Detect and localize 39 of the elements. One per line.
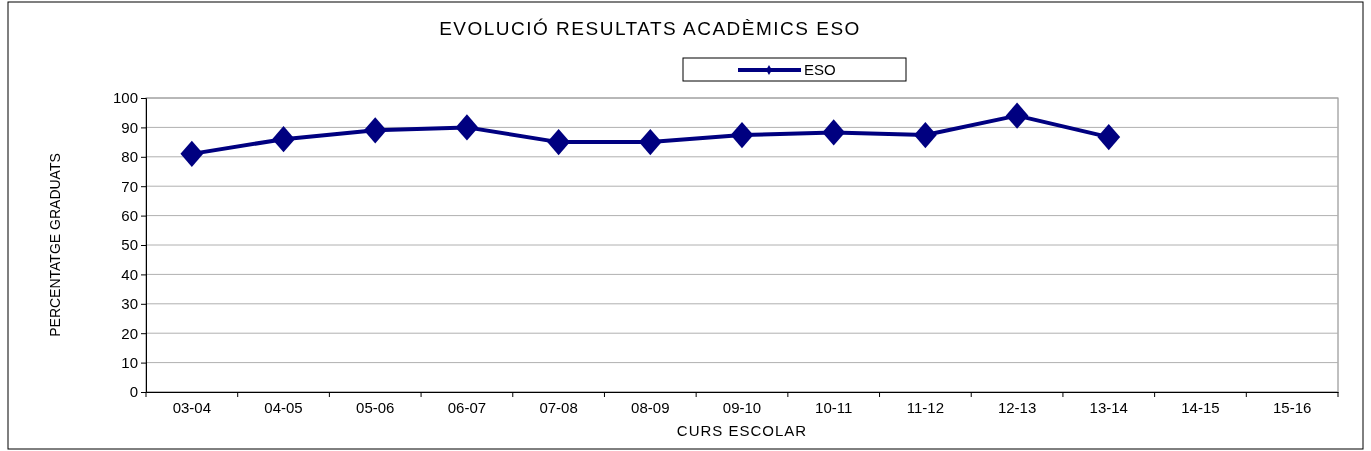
y-tick-label: 40 bbox=[121, 265, 138, 283]
point bbox=[1097, 123, 1121, 151]
x-tick-label: 06-07 bbox=[447, 398, 487, 416]
point bbox=[730, 121, 754, 149]
x-axis-title: CURS ESCOLAR bbox=[676, 422, 808, 439]
x-tick-label: 05-06 bbox=[356, 398, 395, 416]
point bbox=[363, 117, 387, 144]
point bbox=[913, 121, 937, 149]
y-tick-label: 90 bbox=[121, 118, 138, 136]
x-tick-label: 08-09 bbox=[631, 398, 670, 416]
y-tick-label: 50 bbox=[121, 236, 138, 254]
y-tick-label: 20 bbox=[121, 324, 138, 342]
y-tick-label: 60 bbox=[121, 206, 138, 224]
x-tick-label: 10-11 bbox=[815, 398, 853, 416]
point bbox=[547, 128, 571, 156]
x-tick-label: 11-12 bbox=[906, 398, 945, 416]
point bbox=[180, 140, 204, 168]
x-tick-label: 15-16 bbox=[1272, 398, 1312, 416]
y-tick-label: 10 bbox=[121, 353, 138, 371]
point bbox=[455, 114, 479, 141]
y-tick-label: 70 bbox=[121, 177, 138, 195]
x-tick-label: 12-13 bbox=[997, 398, 1037, 416]
point bbox=[638, 128, 662, 156]
chart-title: EVOLUCIÓ RESULTATS ACADÈMICS ESO bbox=[439, 18, 861, 39]
y-tick-label: 100 bbox=[112, 89, 138, 107]
point bbox=[822, 119, 846, 146]
point bbox=[272, 126, 295, 153]
y-tick-label: 80 bbox=[121, 148, 138, 166]
point bbox=[1005, 102, 1029, 129]
y-axis-title: PERCENTATGE GRADUATS bbox=[47, 153, 63, 337]
y-tick-label: 30 bbox=[121, 295, 138, 313]
legend-label: ESO bbox=[804, 61, 836, 78]
y-tick-label: 0 bbox=[129, 383, 138, 401]
x-tick-label: 03-04 bbox=[172, 398, 212, 416]
x-tick-label: 14-15 bbox=[1181, 398, 1220, 416]
x-tick-label: 13-14 bbox=[1089, 398, 1128, 416]
x-tick-label: 09-10 bbox=[722, 398, 762, 416]
x-tick-label: 07-08 bbox=[539, 398, 578, 416]
x-tick-label: 04-05 bbox=[264, 398, 303, 416]
